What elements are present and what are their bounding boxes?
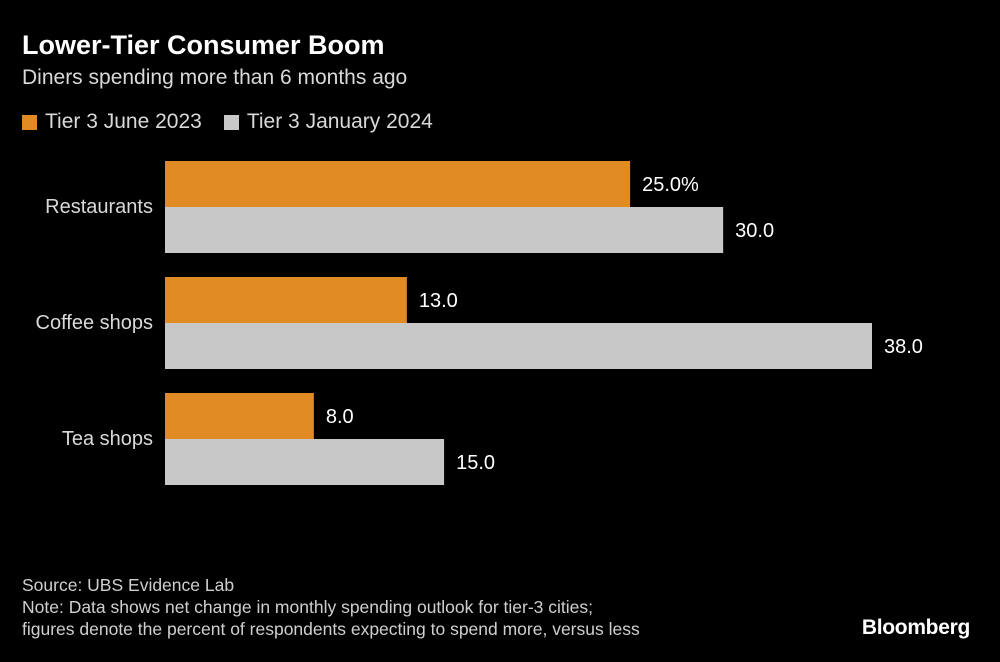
legend-item-june-2023: Tier 3 June 2023 <box>22 110 202 134</box>
note-text-line-2: figures denote the percent of respondent… <box>22 619 640 639</box>
legend-swatch-june-2023 <box>22 114 37 130</box>
legend-swatch-january-2024 <box>223 114 239 130</box>
source-text: Source: UBS Evidence Lab <box>22 575 235 595</box>
data-label-coffee-shops-tier-3-january-2024: 38.0 <box>884 336 923 358</box>
data-label-tea-shops-tier-3-june-2023: 8.0 <box>326 406 354 428</box>
category-label-restaurants: Restaurants <box>45 196 153 218</box>
bar-restaurants-tier-3-january-2024 <box>165 207 724 253</box>
bar-restaurants-tier-3-june-2023 <box>165 161 631 207</box>
legend-label-january-2024: Tier 3 January 2024 <box>246 110 433 133</box>
data-label-restaurants-tier-3-june-2023: 25.0% <box>642 174 699 196</box>
data-label-restaurants-tier-3-january-2024: 30.0 <box>735 220 774 242</box>
chart-title: Lower-Tier Consumer Boom <box>22 30 385 60</box>
chart-subtitle: Diners spending more than 6 months ago <box>22 66 408 89</box>
data-label-tea-shops-tier-3-january-2024: 15.0 <box>456 452 495 474</box>
bar-coffee-shops-tier-3-june-2023 <box>165 277 407 323</box>
category-label-coffee-shops: Coffee shops <box>36 312 154 334</box>
bar-tea-shops-tier-3-june-2023 <box>165 393 314 439</box>
category-label-tea-shops: Tea shops <box>62 428 153 450</box>
note-text-line-1: Note: Data shows net change in monthly s… <box>22 597 594 617</box>
chart-footer: Source: UBS Evidence Lab Note: Data show… <box>22 574 640 640</box>
legend: Tier 3 June 2023 Tier 3 January 2024 <box>22 110 455 134</box>
legend-label-june-2023: Tier 3 June 2023 <box>45 110 202 133</box>
legend-item-january-2024: Tier 3 January 2024 <box>223 110 433 134</box>
data-label-coffee-shops-tier-3-june-2023: 13.0 <box>419 290 458 312</box>
bar-tea-shops-tier-3-january-2024 <box>165 439 445 485</box>
bloomberg-logo: Bloomberg <box>861 616 970 639</box>
bar-coffee-shops-tier-3-january-2024 <box>165 323 872 369</box>
